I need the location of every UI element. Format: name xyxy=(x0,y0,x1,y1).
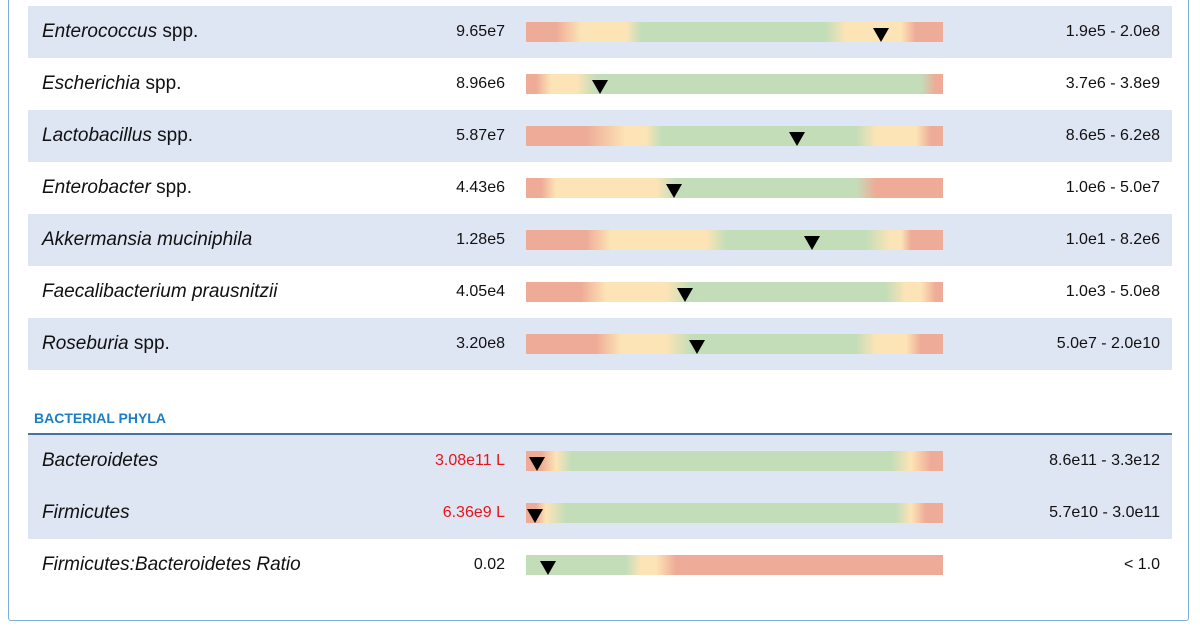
range-bar xyxy=(526,555,943,575)
table-row: Escherichia spp. 8.96e6 3.7e6 - 3.8e9 xyxy=(28,58,1172,110)
range-bar xyxy=(526,230,943,250)
value-flag: L xyxy=(496,452,505,469)
result-marker xyxy=(540,561,556,575)
organism-name: Enterobacter spp. xyxy=(42,177,192,199)
reference-range: 5.0e7 - 2.0e10 xyxy=(1056,335,1160,352)
organism-genus: Faecalibacterium prausnitzii xyxy=(42,281,278,302)
table-row: Lactobacillus spp. 5.87e7 8.6e5 - 6.2e8 xyxy=(28,110,1172,162)
value-text: 5.87e7 xyxy=(456,127,505,144)
range-bar xyxy=(526,334,943,354)
range-bar xyxy=(526,451,943,471)
organism-name: Firmicutes:Bacteroidetes Ratio xyxy=(42,554,301,576)
result-value: 9.65e7 xyxy=(456,23,505,41)
organism-name: Bacteroidetes xyxy=(42,450,158,472)
result-value: 8.96e6 xyxy=(456,75,505,93)
result-value: 4.05e4 xyxy=(456,283,505,301)
organism-suffix: spp. xyxy=(157,125,194,146)
reference-range: 8.6e11 - 3.3e12 xyxy=(1049,452,1160,469)
result-marker xyxy=(873,28,889,42)
result-marker xyxy=(529,457,545,471)
value-text: 6.36e9 xyxy=(442,504,492,521)
table-row: Akkermansia muciniphila 1.28e5 1.0e1 - 8.2… xyxy=(28,214,1172,266)
organism-name: Enterococcus spp. xyxy=(42,21,198,43)
organism-suffix: spp. xyxy=(145,73,182,94)
result-marker xyxy=(789,132,805,146)
organism-suffix: spp. xyxy=(156,177,192,198)
value-text: 1.28e5 xyxy=(456,231,505,248)
reference-range: < 1.0 xyxy=(1123,556,1160,573)
range-bar xyxy=(526,282,943,302)
result-marker xyxy=(527,509,543,523)
reference-range: 1.0e6 - 5.0e7 xyxy=(1065,179,1160,196)
organism-genus: Escherichia xyxy=(42,73,141,94)
result-marker xyxy=(666,184,682,198)
table-row: Enterobacter spp. 4.43e6 1.0e6 - 5.0e7 xyxy=(28,162,1172,214)
value-text: 4.05e4 xyxy=(456,283,505,300)
table-row: Firmicutes 6.36e9 L 5.7e10 - 3.0e11 xyxy=(28,487,1172,539)
range-bar xyxy=(526,74,943,94)
result-value: 4.43e6 xyxy=(456,179,505,197)
organism-suffix: spp. xyxy=(133,333,170,354)
organism-name: Faecalibacterium prausnitzii xyxy=(42,281,278,303)
table-row: Enterococcus spp. 9.65e7 1.9e5 - 2.0e8 xyxy=(28,6,1172,58)
organism-name: Lactobacillus spp. xyxy=(42,125,193,147)
reference-range: 3.7e6 - 3.8e9 xyxy=(1065,75,1160,92)
table-row: Roseburia spp. 3.20e8 5.0e7 - 2.0e10 xyxy=(28,318,1172,370)
organism-name: Firmicutes xyxy=(42,502,130,524)
reference-range: 1.0e3 - 5.0e8 xyxy=(1065,283,1160,300)
value-flag: L xyxy=(496,504,505,521)
organism-genus: Akkermansia muciniphila xyxy=(42,229,253,250)
organism-genus: Roseburia xyxy=(42,333,129,354)
organism-genus: Lactobacillus xyxy=(42,125,152,146)
value-text: 3.08e11 xyxy=(434,452,492,469)
value-text: 4.43e6 xyxy=(456,179,505,196)
section-heading: BACTERIAL PHYLA xyxy=(34,410,166,426)
table-row: Firmicutes:Bacteroidetes Ratio 0.02 < 1.0 xyxy=(28,539,1172,591)
reference-range: 5.7e10 - 3.0e11 xyxy=(1049,504,1160,521)
organism-genus: Enterococcus xyxy=(42,21,158,42)
value-text: 3.20e8 xyxy=(456,335,505,352)
frame xyxy=(8,0,1189,621)
result-value: 3.08e11 L xyxy=(435,452,505,470)
section-rule xyxy=(28,433,1172,435)
value-text: 8.96e6 xyxy=(456,75,505,92)
reference-range: 8.6e5 - 6.2e8 xyxy=(1065,127,1160,144)
value-text: 0.02 xyxy=(473,556,505,573)
result-value: 5.87e7 xyxy=(456,127,505,145)
result-marker xyxy=(689,340,705,354)
result-value: 6.36e9 L xyxy=(443,504,505,522)
result-value: 3.20e8 xyxy=(456,335,505,353)
range-bar xyxy=(526,126,943,146)
result-marker xyxy=(804,236,820,250)
table-row: Faecalibacterium prausnitzii 4.05e4 1.0e3 … xyxy=(28,266,1172,318)
reference-range: 1.0e1 - 8.2e6 xyxy=(1065,231,1160,248)
result-marker xyxy=(677,288,693,302)
range-bar xyxy=(526,178,943,198)
organism-genus: Enterobacter xyxy=(42,177,151,198)
reference-range: 1.9e5 - 2.0e8 xyxy=(1065,23,1160,40)
result-value: 0.02 xyxy=(474,556,505,574)
result-value: 1.28e5 xyxy=(456,231,505,249)
organism-suffix: spp. xyxy=(162,21,199,42)
organism-genus: Firmicutes:Bacteroidetes Ratio xyxy=(42,554,301,575)
result-marker xyxy=(592,80,608,94)
table-row: Bacteroidetes 3.08e11 L 8.6e11 - 3.3e12 xyxy=(28,435,1172,487)
organism-name: Akkermansia muciniphila xyxy=(42,229,252,251)
organism-genus: Bacteroidetes xyxy=(42,450,159,471)
range-bar xyxy=(526,503,943,523)
organism-name: Escherichia spp. xyxy=(42,73,181,95)
organism-genus: Firmicutes xyxy=(42,502,130,523)
organism-name: Roseburia spp. xyxy=(42,333,170,355)
value-text: 9.65e7 xyxy=(456,23,505,40)
range-bar xyxy=(526,22,943,42)
